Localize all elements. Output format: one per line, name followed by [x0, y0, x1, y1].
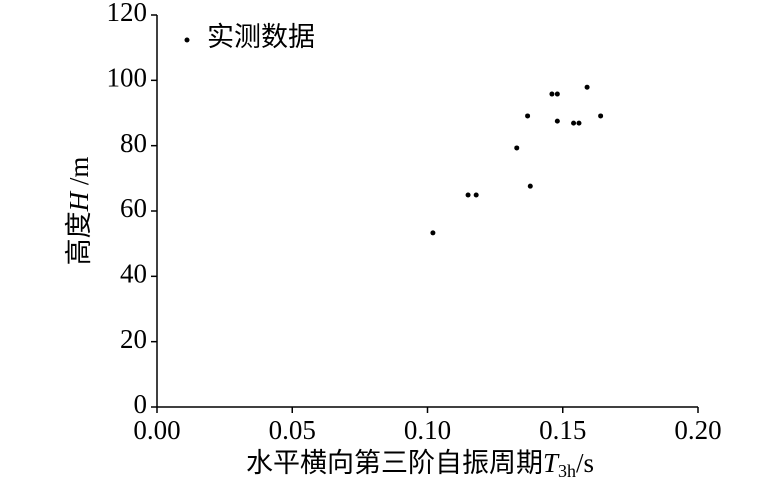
- data-point: [549, 91, 555, 97]
- legend-marker: [184, 37, 190, 43]
- y-axis-label: 高度H /m: [64, 157, 94, 266]
- y-label-unit: /m: [64, 157, 94, 192]
- y-label-text: 高度: [64, 211, 94, 265]
- x-tick-label: 0.10: [404, 415, 451, 445]
- y-tick-label: 120: [107, 0, 148, 27]
- x-tick-label: 0.00: [133, 415, 180, 445]
- data-point: [430, 230, 436, 236]
- data-point: [514, 145, 520, 151]
- x-axis-label: 水平横向第三阶自振周期T3h/s: [246, 448, 594, 481]
- y-tick-label: 100: [107, 63, 148, 93]
- y-label-var: H: [64, 190, 94, 212]
- y-tick-label: 80: [120, 128, 147, 158]
- legend-label: 实测数据: [207, 22, 315, 52]
- data-point: [465, 192, 471, 198]
- x-label-var: T: [543, 448, 560, 478]
- data-point: [554, 118, 560, 124]
- x-label-text: 水平横向第三阶自振周期: [246, 448, 543, 478]
- y-tick-label: 40: [120, 259, 147, 289]
- x-tick-label: 0.20: [674, 415, 721, 445]
- x-tick-label: 0.15: [539, 415, 586, 445]
- data-point: [571, 120, 577, 126]
- x-tick-label: 0.05: [269, 415, 316, 445]
- data-point: [576, 120, 582, 126]
- data-point: [584, 84, 590, 90]
- y-tick-label: 0: [134, 389, 148, 419]
- y-tick-label: 60: [120, 193, 147, 223]
- x-label-unit: /s: [576, 448, 594, 478]
- data-point: [473, 192, 479, 198]
- y-tick-label: 20: [120, 324, 147, 354]
- data-point: [527, 183, 533, 189]
- data-point: [525, 113, 531, 119]
- x-label-sub: 3h: [558, 461, 576, 481]
- data-point: [598, 113, 604, 119]
- data-point: [554, 91, 560, 97]
